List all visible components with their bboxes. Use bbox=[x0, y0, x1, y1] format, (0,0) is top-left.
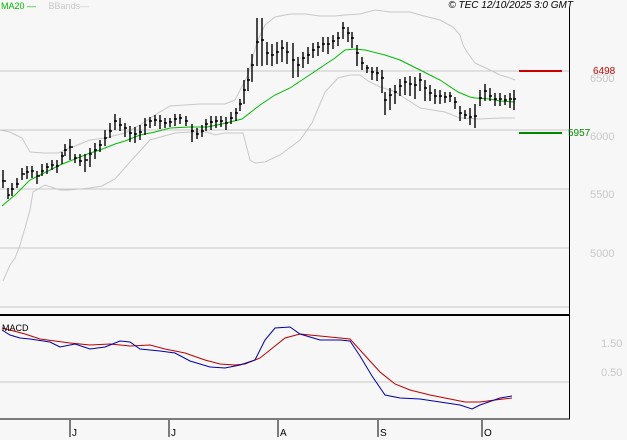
x-axis-label: J bbox=[72, 428, 77, 439]
copyright-timestamp: © TEC 12/10/2025 3:0 GMT bbox=[448, 0, 573, 11]
x-axis-ticks bbox=[69, 420, 483, 437]
support-level-label: 5957 bbox=[568, 128, 591, 139]
ma20-line bbox=[1, 48, 516, 207]
macd-panel-title: MACD bbox=[2, 323, 29, 333]
price-axis-label: 6500 bbox=[590, 73, 615, 85]
legend-bbands-swatch: — bbox=[80, 1, 90, 11]
legend-bbands: BBands bbox=[48, 1, 81, 11]
legend-ma20: MA20 bbox=[1, 1, 25, 11]
macd-axis-label: 1.50 bbox=[601, 338, 623, 350]
resistance-level-label: 6498 bbox=[593, 66, 616, 77]
x-axis-label: A bbox=[280, 428, 287, 439]
x-axis-label: J bbox=[171, 428, 176, 439]
price-axis-label: 6000 bbox=[590, 131, 615, 143]
macd-axis-label: 0.50 bbox=[601, 367, 623, 379]
legend-ma20-swatch: — bbox=[24, 1, 37, 11]
macd-line bbox=[1, 326, 513, 410]
price-axis-label: 5500 bbox=[590, 189, 615, 201]
chart-legend: MA20 — BBands— bbox=[1, 1, 89, 11]
bollinger-upper bbox=[0, 9, 516, 154]
x-axis-label: O bbox=[484, 428, 492, 439]
price-grid bbox=[0, 70, 569, 308]
price-axis-label: 5000 bbox=[590, 248, 615, 260]
macd-signal-line bbox=[1, 327, 513, 403]
x-axis-label: S bbox=[380, 428, 387, 439]
price-bars bbox=[2, 18, 516, 199]
